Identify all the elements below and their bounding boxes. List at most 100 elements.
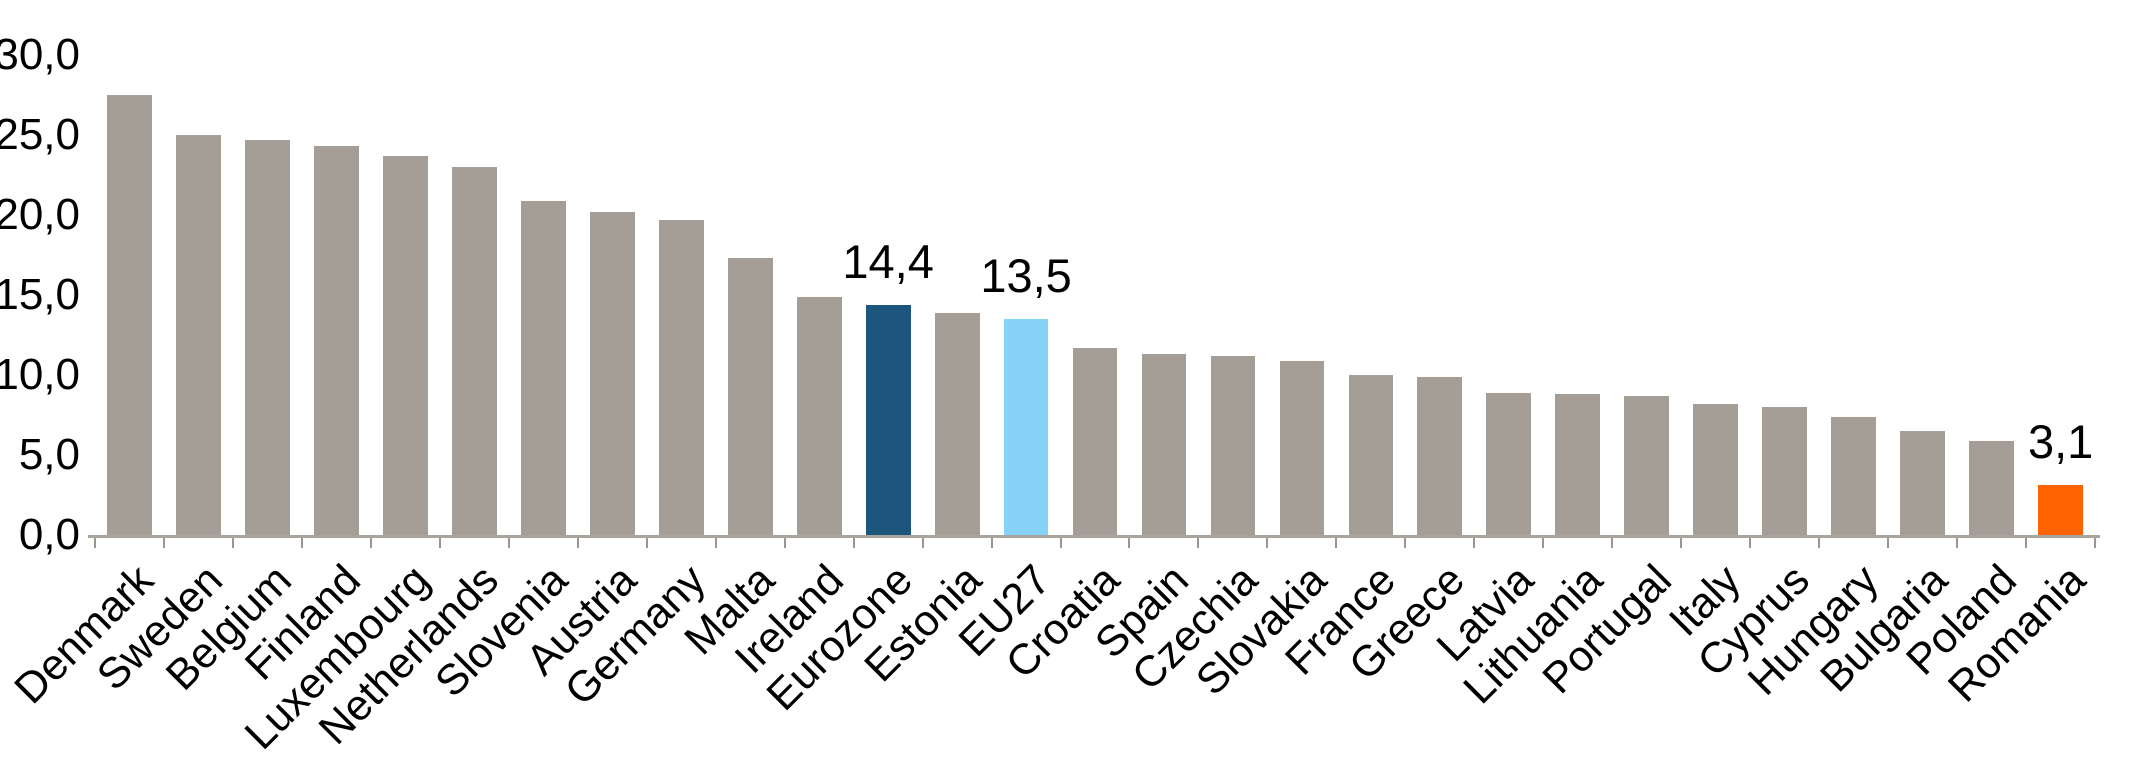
- bar-slot-eurozone: 14,4: [842, 55, 934, 535]
- x-axis-tick: [1680, 538, 1683, 548]
- x-axis-tick: [576, 538, 579, 548]
- x-axis-tick: [1818, 538, 1821, 548]
- bar-germany: [658, 219, 704, 535]
- bar-belgium: [245, 139, 290, 535]
- x-axis-tick: [1335, 538, 1338, 548]
- bar-luxembourg: [382, 155, 428, 535]
- bar-slot-croatia: [1061, 55, 1130, 535]
- data-label-eurozone: 14,4: [842, 234, 934, 288]
- x-axis-tick: [990, 538, 993, 548]
- bar-slot-latvia: [1474, 55, 1543, 535]
- bar-slot-luxembourg: [371, 55, 440, 535]
- bar-netherlands: [451, 167, 497, 535]
- bar-slot-hungary: [1819, 55, 1888, 535]
- bar-france: [1348, 375, 1394, 535]
- bar-denmark: [107, 95, 152, 535]
- x-axis-line: [88, 535, 2100, 538]
- bar-czechia: [1210, 355, 1256, 535]
- bar-slot-germany: [647, 55, 716, 535]
- bar-slot-eu27: 13,5: [980, 55, 1072, 535]
- bar-cyprus: [1762, 407, 1808, 535]
- bar-slot-romania: 3,1: [2026, 55, 2095, 535]
- x-axis-tick: [438, 538, 441, 548]
- x-axis-tick: [94, 538, 96, 548]
- x-axis-tick: [1611, 538, 1614, 548]
- x-axis-tick: [1059, 538, 1062, 548]
- bar-hungary: [1831, 416, 1877, 535]
- bar-slovakia: [1279, 360, 1325, 535]
- x-axis-tick: [1128, 538, 1131, 548]
- bar-slovenia: [520, 200, 566, 535]
- bar-slot-czechia: [1199, 55, 1268, 535]
- x-axis-tick: [783, 538, 786, 548]
- x-axis-tick: [300, 538, 303, 548]
- bar-slot-belgium: [233, 55, 302, 535]
- bar-austria: [589, 211, 635, 535]
- bar-slot-lithuania: [1543, 55, 1612, 535]
- bar-slot-italy: [1681, 55, 1750, 535]
- x-axis-tick: [852, 538, 855, 548]
- plot-area: 14,4 13,5 3,1: [95, 55, 2095, 535]
- bar-poland: [1969, 440, 2015, 535]
- x-axis-tick: [1749, 538, 1752, 548]
- bar-sweden: [176, 135, 221, 535]
- y-tick-label-5: 5,0: [18, 430, 80, 479]
- x-axis-tick: [1404, 538, 1407, 548]
- y-tick-label-30: 30,0: [0, 30, 80, 79]
- bar-slot-spain: [1130, 55, 1199, 535]
- bar-eurozone: [865, 304, 911, 535]
- x-axis-tick: [1542, 538, 1545, 548]
- x-axis-tick: [507, 538, 510, 548]
- bar-latvia: [1486, 392, 1532, 535]
- bar-slot-sweden: [164, 55, 233, 535]
- bar-slot-ireland: [785, 55, 854, 535]
- bar-malta: [727, 258, 773, 535]
- x-axis-tick: [1266, 538, 1269, 548]
- bar-portugal: [1624, 395, 1670, 535]
- bar-greece: [1417, 376, 1463, 535]
- y-tick-label-10: 10,0: [0, 350, 80, 399]
- bar-finland: [313, 146, 359, 535]
- x-axis-tick: [1887, 538, 1890, 548]
- bar-slot-greece: [1405, 55, 1474, 535]
- y-tick-label-15: 15,0: [0, 270, 80, 319]
- bar-lithuania: [1555, 394, 1601, 535]
- data-label-romania: 3,1: [2027, 415, 2094, 469]
- bar-bulgaria: [1900, 431, 1946, 535]
- y-tick-label-20: 20,0: [0, 190, 80, 239]
- bar-slot-austria: [578, 55, 647, 535]
- bar-slot-france: [1336, 55, 1405, 535]
- x-axis-tick: [2025, 538, 2028, 548]
- bar-slot-malta: [716, 55, 785, 535]
- bar-slot-slovakia: [1267, 55, 1336, 535]
- x-axis-tick: [1197, 538, 1200, 548]
- x-axis-tick: [162, 538, 165, 548]
- y-tick-label-25: 25,0: [0, 110, 80, 159]
- x-axis-tick: [369, 538, 372, 548]
- bar-slot-bulgaria: [1888, 55, 1957, 535]
- y-tick-label-0: 0,0: [18, 510, 80, 559]
- bar-slot-portugal: [1612, 55, 1681, 535]
- bar-slot-cyprus: [1750, 55, 1819, 535]
- x-axis-tick: [2094, 538, 2096, 548]
- x-axis-tick: [1473, 538, 1476, 548]
- x-axis-tick: [921, 538, 924, 548]
- bar-eu27: [1003, 319, 1049, 535]
- x-axis-tick: [645, 538, 648, 548]
- x-axis-tick: [714, 538, 717, 548]
- x-axis-tick: [1956, 538, 1959, 548]
- bar-italy: [1693, 403, 1739, 535]
- bar-slot-poland: [1957, 55, 2026, 535]
- data-label-eu27: 13,5: [980, 249, 1072, 302]
- bar-slot-netherlands: [440, 55, 509, 535]
- bar-slot-finland: [302, 55, 371, 535]
- x-axis-tick: [231, 538, 234, 548]
- bar-spain: [1141, 354, 1187, 535]
- bar-slot-denmark: [95, 55, 164, 535]
- bar-croatia: [1072, 347, 1118, 535]
- bar-slot-slovenia: [509, 55, 578, 535]
- bar-ireland: [796, 296, 842, 535]
- bar-slot-estonia: [923, 55, 992, 535]
- bar-estonia: [934, 312, 980, 535]
